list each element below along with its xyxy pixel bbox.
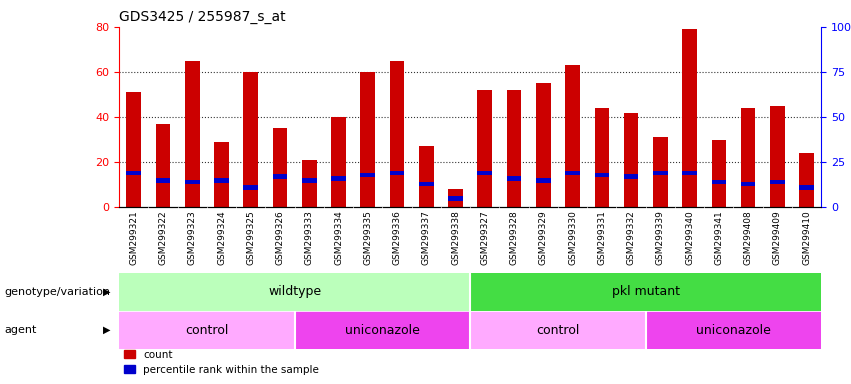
Bar: [156, 124, 170, 207]
FancyBboxPatch shape: [470, 273, 821, 310]
FancyBboxPatch shape: [470, 312, 646, 349]
Bar: [272, 174, 288, 179]
Text: agent: agent: [4, 325, 37, 335]
Bar: [506, 90, 522, 207]
Bar: [536, 178, 551, 182]
Text: GSM299335: GSM299335: [363, 210, 372, 265]
Bar: [156, 178, 170, 182]
Bar: [683, 171, 697, 175]
Bar: [448, 196, 463, 200]
Text: GSM299328: GSM299328: [510, 210, 518, 265]
Text: GSM299332: GSM299332: [626, 210, 636, 265]
Text: GSM299409: GSM299409: [773, 210, 782, 265]
Bar: [361, 72, 375, 207]
Bar: [302, 160, 317, 207]
Text: GSM299323: GSM299323: [188, 210, 197, 265]
Bar: [127, 92, 141, 207]
Text: pkl mutant: pkl mutant: [612, 285, 680, 298]
Text: control: control: [536, 324, 580, 337]
Bar: [770, 180, 785, 184]
Text: GSM299336: GSM299336: [392, 210, 402, 265]
Text: GSM299334: GSM299334: [334, 210, 343, 265]
Bar: [331, 117, 346, 207]
Bar: [653, 171, 668, 175]
Text: GSM299324: GSM299324: [217, 210, 226, 265]
Text: GSM299408: GSM299408: [744, 210, 752, 265]
Text: wildtype: wildtype: [268, 285, 321, 298]
FancyBboxPatch shape: [119, 312, 294, 349]
Bar: [711, 180, 726, 184]
FancyBboxPatch shape: [119, 273, 470, 310]
Legend: count, percentile rank within the sample: count, percentile rank within the sample: [124, 350, 319, 375]
Bar: [448, 189, 463, 207]
Text: GSM299321: GSM299321: [129, 210, 138, 265]
Bar: [653, 137, 668, 207]
Bar: [624, 113, 638, 207]
Text: uniconazole: uniconazole: [696, 324, 771, 337]
Text: GSM299327: GSM299327: [480, 210, 489, 265]
Bar: [185, 180, 200, 184]
Text: GSM299337: GSM299337: [422, 210, 431, 265]
Text: control: control: [186, 324, 229, 337]
Text: ▶: ▶: [103, 287, 111, 297]
Bar: [536, 83, 551, 207]
Text: GSM299331: GSM299331: [597, 210, 606, 265]
Bar: [740, 108, 756, 207]
Bar: [390, 61, 404, 207]
Bar: [243, 185, 258, 190]
Bar: [390, 171, 404, 175]
Text: GDS3425 / 255987_s_at: GDS3425 / 255987_s_at: [119, 10, 286, 25]
Bar: [185, 61, 200, 207]
Text: GSM299341: GSM299341: [714, 210, 723, 265]
Bar: [595, 108, 609, 207]
Bar: [419, 182, 434, 186]
Bar: [272, 128, 288, 207]
Bar: [506, 176, 522, 181]
Bar: [799, 185, 814, 190]
Text: uniconazole: uniconazole: [345, 324, 420, 337]
Text: GSM299338: GSM299338: [451, 210, 460, 265]
Text: GSM299322: GSM299322: [158, 210, 168, 265]
Text: GSM299333: GSM299333: [305, 210, 314, 265]
Bar: [799, 153, 814, 207]
Bar: [477, 90, 492, 207]
Bar: [331, 176, 346, 181]
Bar: [624, 174, 638, 179]
Text: GSM299339: GSM299339: [656, 210, 665, 265]
Bar: [740, 182, 756, 186]
Bar: [565, 171, 580, 175]
Bar: [419, 146, 434, 207]
FancyBboxPatch shape: [294, 312, 470, 349]
Bar: [770, 106, 785, 207]
Text: GSM299340: GSM299340: [685, 210, 694, 265]
Bar: [302, 178, 317, 182]
Bar: [683, 29, 697, 207]
Text: GSM299325: GSM299325: [246, 210, 255, 265]
Text: GSM299410: GSM299410: [802, 210, 811, 265]
Bar: [243, 72, 258, 207]
Bar: [127, 171, 141, 175]
Bar: [214, 178, 229, 182]
Bar: [565, 65, 580, 207]
Bar: [595, 173, 609, 177]
Bar: [361, 173, 375, 177]
Bar: [214, 142, 229, 207]
Text: GSM299326: GSM299326: [276, 210, 284, 265]
Bar: [711, 140, 726, 207]
Text: GSM299330: GSM299330: [568, 210, 577, 265]
Text: genotype/variation: genotype/variation: [4, 287, 111, 297]
Text: ▶: ▶: [103, 325, 111, 335]
Text: GSM299329: GSM299329: [539, 210, 548, 265]
FancyBboxPatch shape: [646, 312, 821, 349]
Bar: [477, 171, 492, 175]
